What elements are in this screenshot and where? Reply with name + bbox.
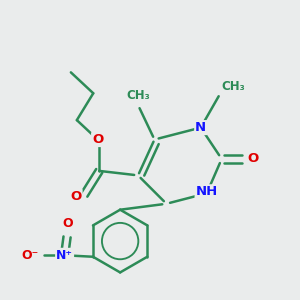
Text: CH₃: CH₃ (126, 89, 150, 102)
Text: CH₃: CH₃ (222, 80, 245, 93)
Text: N: N (195, 121, 206, 134)
Text: O⁻: O⁻ (22, 249, 39, 262)
Text: O: O (62, 218, 73, 230)
Text: N⁺: N⁺ (56, 249, 73, 262)
Text: O: O (248, 152, 259, 166)
Text: NH: NH (196, 185, 218, 198)
Text: O: O (70, 190, 82, 203)
Text: O: O (92, 133, 103, 146)
